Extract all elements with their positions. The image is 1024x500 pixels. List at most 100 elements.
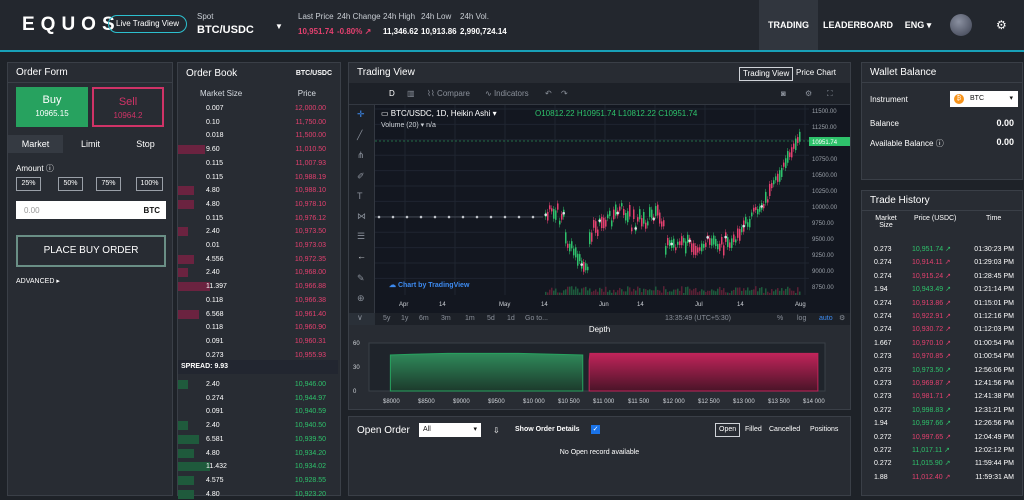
ask-row[interactable]: 9.60 11,010.50: [178, 144, 338, 155]
percent-50-button[interactable]: 50%: [58, 177, 83, 191]
auto-scale-button[interactable]: auto: [819, 315, 833, 322]
bid-row[interactable]: 0.274 10,944.97: [178, 393, 338, 404]
candle-body: [733, 234, 735, 242]
place-buy-order-button[interactable]: PLACE BUY ORDER: [16, 235, 166, 267]
trade-history-panel: Trade History Market Size Price (USDC) T…: [861, 190, 1023, 496]
language-selector[interactable]: ENG ▾: [904, 20, 932, 30]
ask-row[interactable]: 0.018 11,500.00: [178, 130, 338, 141]
bid-row[interactable]: 4.80 10,923.20: [178, 489, 338, 500]
gear-icon[interactable]: ⚙: [996, 18, 1007, 32]
arrow-left-icon[interactable]: ←: [357, 251, 366, 261]
tab-cancelled[interactable]: Cancelled: [769, 426, 801, 433]
text-icon[interactable]: T: [357, 191, 363, 201]
tab-open[interactable]: Open: [715, 423, 741, 437]
percent-100-button[interactable]: 100%: [136, 177, 163, 191]
range-button[interactable]: 5y: [383, 315, 391, 322]
compare-button[interactable]: ⌇⌇ Compare: [427, 89, 470, 98]
bid-row[interactable]: 4.575 10,928.55: [178, 475, 338, 486]
ask-row[interactable]: 0.115 10,976.12: [178, 213, 338, 224]
depth-bar: [178, 282, 210, 292]
tab-limit[interactable]: Limit: [80, 139, 100, 149]
live-trading-view-badge[interactable]: Live Trading View: [108, 15, 187, 33]
settings-icon[interactable]: ⚙: [839, 315, 846, 322]
fullscreen-icon[interactable]: ⛶: [827, 89, 833, 98]
ask-row[interactable]: 0.273 10,955.93: [178, 350, 338, 361]
log-scale-button[interactable]: log: [797, 315, 807, 322]
volume-bar: [663, 286, 665, 295]
pitchfork-icon[interactable]: ⋔: [357, 150, 365, 160]
volume-bar: [689, 288, 691, 295]
advanced-toggle[interactable]: ADVANCED ▸: [16, 278, 60, 285]
undo-icon[interactable]: ↶: [545, 89, 552, 98]
ruler-icon[interactable]: ✎: [357, 273, 365, 283]
ask-row[interactable]: 0.118 10,960.90: [178, 322, 338, 333]
chart-legend: ▭ BTC/USDC, 1D, Heikin Ashi ▾: [381, 109, 497, 118]
tab-stop[interactable]: Stop: [136, 139, 155, 149]
ask-row[interactable]: 6.568 10,961.40: [178, 309, 338, 320]
tab-trading-view[interactable]: Trading View: [739, 67, 794, 81]
camera-icon[interactable]: ◙: [781, 89, 786, 98]
crosshair-icon[interactable]: ✛: [357, 109, 365, 119]
ask-row[interactable]: 0.118 10,966.38: [178, 295, 338, 306]
bid-row[interactable]: 4.80 10,934.20: [178, 448, 338, 459]
buy-button[interactable]: Buy 10965.15: [16, 87, 88, 127]
redo-icon[interactable]: ↷: [561, 89, 568, 98]
range-button[interactable]: 3m: [441, 315, 451, 322]
chevron-down-icon[interactable]: ∨: [349, 313, 375, 325]
brush-icon[interactable]: ✐: [357, 171, 365, 181]
ask-row[interactable]: 0.115 11,007.93: [178, 158, 338, 169]
avatar[interactable]: [950, 14, 972, 36]
range-button[interactable]: 1m: [465, 315, 475, 322]
range-button[interactable]: Go to...: [525, 315, 548, 322]
percent-scale-button[interactable]: %: [777, 315, 784, 322]
range-button[interactable]: 5d: [487, 315, 495, 322]
candlestick-chart[interactable]: 11500.0011250.0011000.0010750.0010500.00…: [375, 105, 850, 313]
percent-75-button[interactable]: 75%: [96, 177, 121, 191]
volume-bar: [703, 290, 705, 295]
candles-icon[interactable]: ▥: [407, 89, 415, 98]
bid-row[interactable]: 2.40 10,946.00: [178, 379, 338, 390]
range-button[interactable]: 1y: [401, 315, 409, 322]
ask-row[interactable]: 0.007 12,000.00: [178, 103, 338, 114]
ask-row[interactable]: 11.397 10,966.88: [178, 281, 338, 292]
trendline-icon[interactable]: ╱: [357, 130, 363, 140]
range-button[interactable]: 1d: [507, 315, 515, 322]
nav-leaderboard[interactable]: LEADERBOARD: [822, 20, 893, 30]
bid-row[interactable]: 11.432 10,934.02: [178, 461, 338, 472]
ask-row[interactable]: 0.091 10,960.31: [178, 336, 338, 347]
chevron-down-icon[interactable]: ▼: [275, 22, 283, 31]
bid-row[interactable]: 0.091 10,940.59: [178, 406, 338, 417]
tab-market[interactable]: Market: [8, 135, 63, 153]
ask-row[interactable]: 0.115 10,988.19: [178, 172, 338, 183]
range-button[interactable]: 6m: [419, 315, 429, 322]
market-selector[interactable]: Spot BTC/USDC: [197, 12, 254, 36]
tab-filled[interactable]: Filled: [745, 426, 762, 433]
interval-button[interactable]: D: [389, 89, 395, 98]
ask-row[interactable]: 2.40 10,968.00: [178, 267, 338, 278]
ask-row[interactable]: 2.40 10,973.50: [178, 226, 338, 237]
fib-icon[interactable]: ☰: [357, 231, 366, 241]
candle-body: [785, 158, 787, 169]
bid-row[interactable]: 2.40 10,940.50: [178, 420, 338, 431]
show-order-details-checkbox[interactable]: ✓: [591, 425, 600, 434]
settings-icon[interactable]: ⚙: [805, 89, 813, 98]
tab-price-chart[interactable]: Price Chart: [796, 68, 837, 77]
ask-row[interactable]: 0.01 10,973.03: [178, 240, 338, 251]
bid-row[interactable]: 6.581 10,939.50: [178, 434, 338, 445]
export-icon[interactable]: ⇩: [493, 426, 500, 435]
nav-trading[interactable]: TRADING: [759, 0, 818, 50]
pattern-icon[interactable]: ⋈: [357, 211, 366, 221]
zoom-icon[interactable]: ⊕: [357, 293, 365, 303]
instrument-select[interactable]: ₿ BTC ▾: [950, 91, 1018, 107]
ask-row[interactable]: 0.10 11,750.00: [178, 117, 338, 128]
ask-row[interactable]: 4.80 10,988.10: [178, 185, 338, 196]
percent-25-button[interactable]: 25%: [16, 177, 41, 191]
ask-row[interactable]: 4.556 10,972.35: [178, 254, 338, 265]
top-bar: EQUOS Live Trading View Spot BTC/USDC ▼ …: [0, 0, 1024, 52]
indicators-button[interactable]: ∿ Indicators: [485, 89, 529, 98]
ask-row[interactable]: 4.80 10,978.10: [178, 199, 338, 210]
amount-input[interactable]: 0.00 BTC: [16, 201, 166, 219]
sell-button[interactable]: Sell 10964.2: [92, 87, 164, 127]
order-filter-select[interactable]: All ▾: [419, 423, 481, 437]
tab-positions[interactable]: Positions: [810, 426, 839, 433]
